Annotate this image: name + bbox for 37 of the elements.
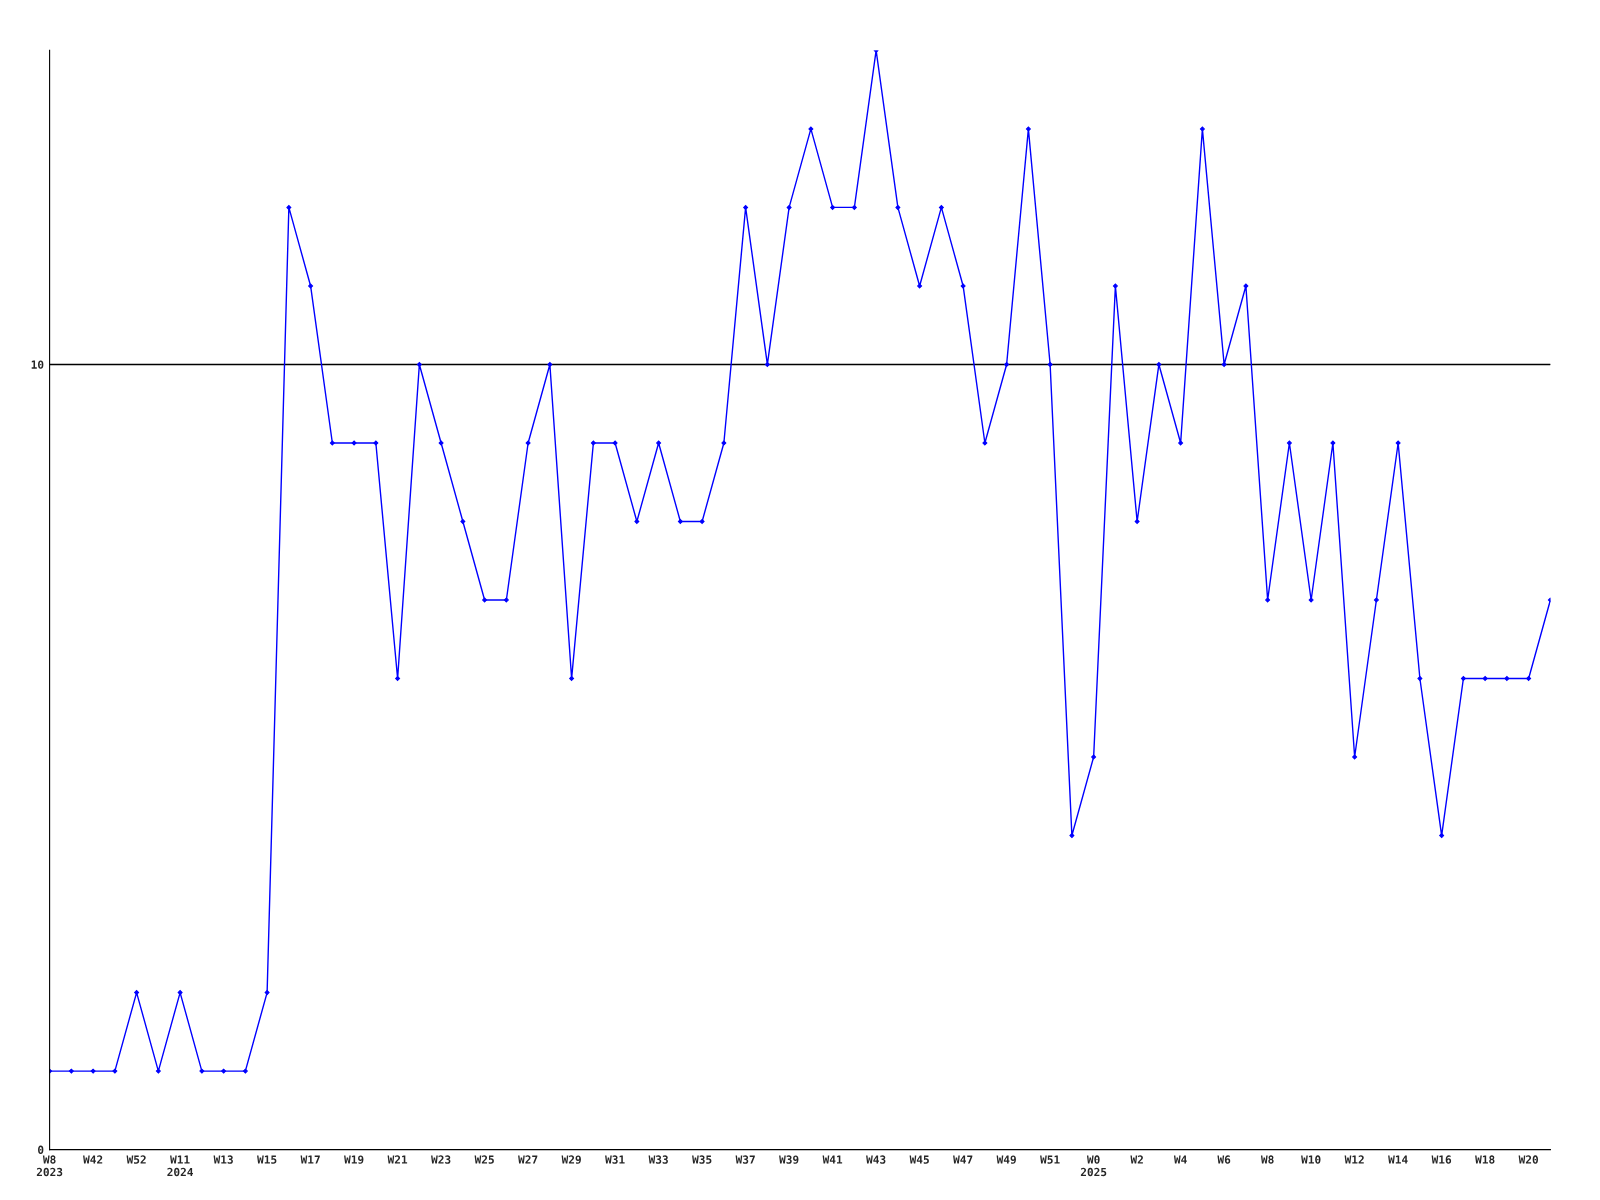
x-tick-label: W41 <box>822 1155 843 1164</box>
x-tick-label: W31 <box>605 1155 625 1164</box>
x-tick-label: W35 <box>692 1155 712 1164</box>
x-tick-label: W33 <box>648 1155 668 1164</box>
x-tick-label: W12 <box>1344 1155 1364 1164</box>
x-tick-label: W43 <box>866 1155 886 1164</box>
x-tick-label: W23 <box>431 1155 451 1164</box>
x-tick-label: W15 <box>257 1155 277 1164</box>
x-tick-label: W8 <box>1260 1155 1274 1164</box>
y-tick-label: 10 <box>31 360 44 369</box>
x-tick-label: W10 <box>1301 1155 1321 1164</box>
x-tick-label: W19 <box>344 1155 364 1164</box>
x-tick-label: W29 <box>561 1155 581 1164</box>
x-tick-label: W14 <box>1388 1155 1408 1164</box>
x-tick-label: W4 <box>1173 1155 1187 1164</box>
x-tick-label: W0 2025 <box>1080 1155 1107 1177</box>
x-tick-label: W47 <box>953 1155 973 1164</box>
x-tick-label: W51 <box>1040 1155 1060 1164</box>
x-tick-label: W11 2024 <box>167 1155 193 1177</box>
y-tick-label: 0 <box>38 1145 44 1154</box>
x-tick-label: W17 <box>300 1155 320 1164</box>
x-tick-label: W6 <box>1217 1155 1231 1164</box>
x-tick-label: W8 2023 <box>36 1155 63 1177</box>
x-tick-label: W39 <box>779 1155 799 1164</box>
x-tick-label: W20 <box>1518 1155 1539 1164</box>
x-tick-label: W45 <box>909 1155 929 1164</box>
x-tick-label: W42 <box>83 1155 103 1164</box>
x-tick-label: W49 <box>996 1155 1016 1164</box>
x-tick-label: W16 <box>1431 1155 1452 1164</box>
x-tick-label: W21 <box>387 1155 408 1164</box>
x-tick-label: W25 <box>474 1155 494 1164</box>
x-tick-label: W2 <box>1130 1155 1143 1164</box>
x-tick-label: W52 <box>126 1155 146 1164</box>
x-tick-label: W27 <box>518 1155 538 1164</box>
x-tick-label: W13 <box>213 1155 233 1164</box>
x-tick-label: W18 <box>1475 1155 1495 1164</box>
x-tick-label: W37 <box>735 1155 755 1164</box>
